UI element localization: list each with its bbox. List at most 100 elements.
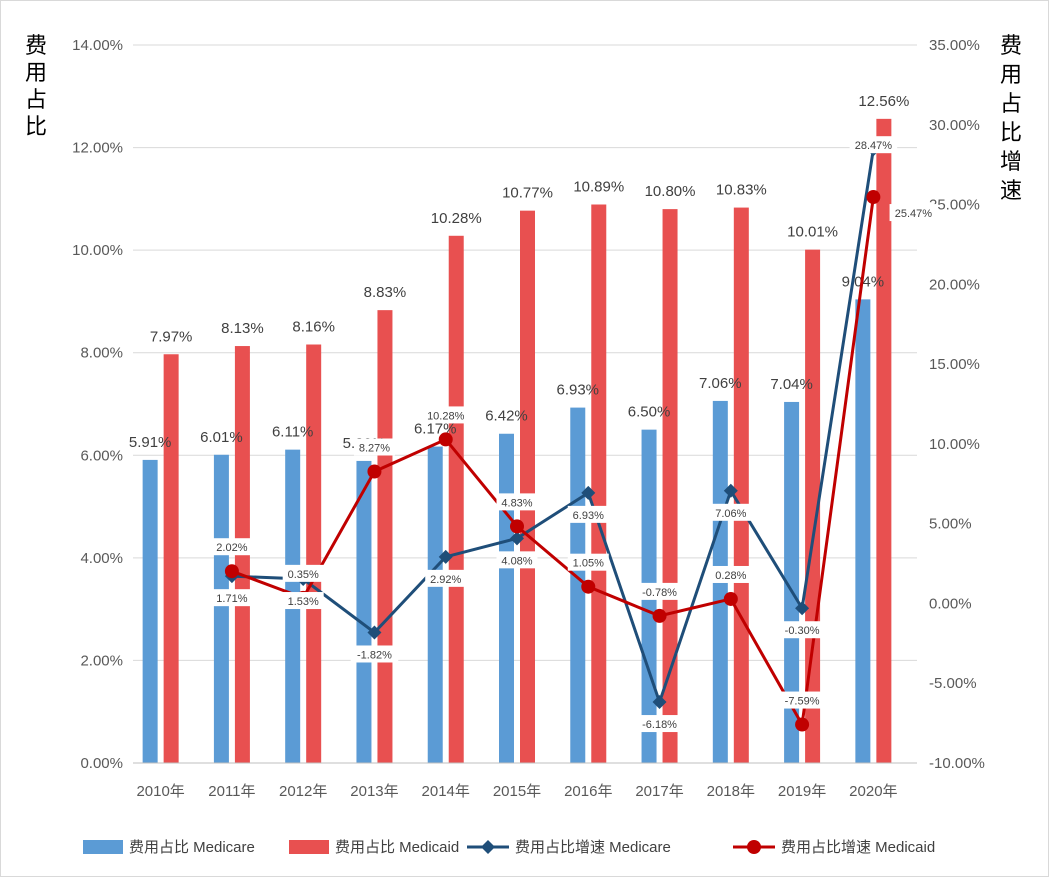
line-label-box xyxy=(710,503,752,521)
left-tick-label: 8.00% xyxy=(80,345,123,362)
bar xyxy=(427,446,443,763)
bar xyxy=(377,310,393,763)
line-data-label: -0.78% xyxy=(642,587,677,599)
bar xyxy=(499,433,514,763)
right-axis-title-char: 比 xyxy=(1000,120,1022,145)
legend-swatch xyxy=(289,840,329,854)
left-axis-title-char: 用 xyxy=(25,60,47,85)
left-axis-title-char: 费 xyxy=(25,33,47,58)
lines: 1.71% 1.53% -1.82% 2.92% 4.08% 6.93% -6.18% 7.0… xyxy=(211,136,938,733)
x-tick-label: 2010年 xyxy=(136,783,184,800)
right-tick-label: 35.00% xyxy=(929,37,980,54)
left-axis-title-char: 占 xyxy=(25,87,47,112)
circle-marker xyxy=(438,432,453,447)
line-label-box xyxy=(350,645,399,663)
bar-data-label: 10.01% xyxy=(787,224,838,241)
legend-label: 费用占比 Medicaid xyxy=(335,839,459,856)
line-label-box xyxy=(778,691,826,709)
line-data-label: 0.28% xyxy=(715,570,746,582)
left-tick-label: 10.00% xyxy=(72,242,123,259)
line-data-label: 4.08% xyxy=(501,555,532,567)
diamond-marker xyxy=(438,549,453,564)
right-axis-title-char: 用 xyxy=(1000,62,1022,87)
x-tick-label: 2017年 xyxy=(635,783,683,800)
line-label-box xyxy=(889,204,938,222)
bar xyxy=(356,460,372,763)
right-tick-label: 25.00% xyxy=(929,197,980,214)
line-label-box xyxy=(282,564,324,582)
bar-data-label: 10.83% xyxy=(716,182,767,199)
line-label-box xyxy=(421,406,470,424)
bar xyxy=(855,299,871,763)
legend-circle-marker xyxy=(747,840,761,854)
bar-data-label: 7.04% xyxy=(770,376,813,393)
bar-data-label: 6.93% xyxy=(556,382,599,399)
bar xyxy=(306,344,322,763)
bar-data-label: 6.01% xyxy=(200,429,243,446)
line-data-label: 2.92% xyxy=(430,574,461,586)
series-line xyxy=(231,148,875,707)
line-data-label: 0.35% xyxy=(288,569,319,581)
left-axis-title-char: 比 xyxy=(25,114,47,139)
left-axis-title: 费用占比 xyxy=(25,33,47,139)
x-axis-ticks: 2010年 2011年 2012年 2013年 2014年 2015年 2016年 2017年… xyxy=(136,783,897,800)
line-label-box xyxy=(778,621,826,639)
line-data-label: -6.18% xyxy=(642,719,677,731)
left-tick-label: 12.00% xyxy=(72,140,123,157)
bar-data-label: 6.42% xyxy=(485,408,528,425)
legend-label: 费用占比 Medicare xyxy=(129,839,255,856)
bars: 5.91%6.01%6.11%5.89%6.17%6.42%6.93%6.50%… xyxy=(129,93,917,764)
line-data-label: 4.83% xyxy=(501,497,532,509)
left-tick-label: 6.00% xyxy=(80,447,123,464)
line-data-label: 1.71% xyxy=(216,593,247,605)
right-tick-label: 0.00% xyxy=(929,595,972,612)
line-data-label: 10.28% xyxy=(427,410,465,422)
right-axis-ticks: -10.00% -5.00% 0.00% 5.00% 10.00% 15.00% 20.00… xyxy=(929,37,985,772)
series-line xyxy=(231,196,875,730)
left-tick-label: 2.00% xyxy=(80,652,123,669)
line-label-box xyxy=(425,569,467,587)
bar-data-label: 10.80% xyxy=(645,183,696,200)
bar-data-label: 8.13% xyxy=(221,320,264,337)
line-data-label: 8.27% xyxy=(359,442,390,454)
diamond-marker xyxy=(652,695,667,710)
circle-marker xyxy=(795,717,810,732)
bar-data-label: 12.56% xyxy=(858,93,909,110)
line-label-box xyxy=(211,589,253,607)
bar xyxy=(733,207,749,764)
bar xyxy=(142,459,158,763)
bar xyxy=(662,209,678,764)
left-axis-ticks: 0.00% 2.00% 4.00% 6.00% 8.00% 10.00% 12.00% 14.… xyxy=(72,37,123,772)
bar-data-label: 7.06% xyxy=(699,375,742,392)
line-data-label: 1.53% xyxy=(288,596,319,608)
circle-marker xyxy=(866,190,881,205)
line-label-box xyxy=(496,551,538,569)
right-axis-title-char: 增 xyxy=(1000,149,1022,174)
x-tick-label: 2020年 xyxy=(849,783,897,800)
line-data-label: 1.05% xyxy=(573,558,604,570)
line-label-box xyxy=(211,538,253,556)
line-label-box xyxy=(635,582,684,600)
legend-label: 费用占比增速 Medicare xyxy=(515,839,671,856)
legend-swatch xyxy=(83,840,123,854)
bar-data-label: 6.11% xyxy=(272,424,313,441)
x-tick-label: 2014年 xyxy=(422,783,470,800)
legend-label: 费用占比增速 Medicaid xyxy=(781,839,935,856)
x-tick-label: 2013年 xyxy=(350,783,398,800)
x-tick-label: 2018年 xyxy=(707,783,755,800)
bar xyxy=(876,118,892,763)
diamond-marker xyxy=(723,483,738,498)
x-tick-label: 2012年 xyxy=(279,783,327,800)
line-data-label: 25.47% xyxy=(895,208,933,220)
circle-marker xyxy=(224,564,239,579)
bar xyxy=(213,454,229,763)
line-label-box xyxy=(849,136,898,154)
line-data-label: 6.93% xyxy=(573,510,604,522)
x-tick-label: 2015年 xyxy=(493,783,541,800)
line-label-box xyxy=(282,592,324,610)
x-tick-label: 2011年 xyxy=(208,783,255,800)
left-tick-label: 14.00% xyxy=(72,37,123,54)
bar-data-label: 7.97% xyxy=(150,328,193,345)
